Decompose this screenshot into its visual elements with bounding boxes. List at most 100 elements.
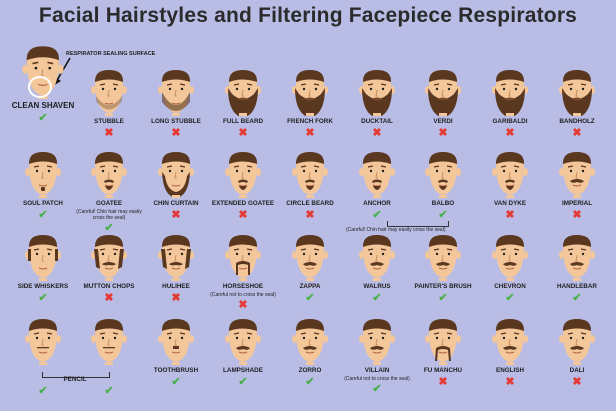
face-icon xyxy=(25,235,61,281)
hairstyle-name: HANDLEBAR xyxy=(557,283,597,290)
check-icon: ✔ xyxy=(305,376,315,388)
hairstyle-name: MUTTON CHOPS xyxy=(83,283,135,290)
face-icon xyxy=(359,235,395,281)
hairstyle-card: HULIHEE ✖ xyxy=(141,233,211,313)
face xyxy=(358,317,396,370)
x-icon: ✖ xyxy=(171,127,181,139)
face xyxy=(224,150,262,203)
hairstyle-name: ENGLISH xyxy=(496,367,524,374)
face-icon xyxy=(425,319,461,365)
face-icon xyxy=(359,70,395,118)
anchor-balbo-bracket xyxy=(387,221,449,227)
face-icon xyxy=(559,319,595,365)
x-icon: ✖ xyxy=(572,127,582,139)
hairstyle-card: ✔ xyxy=(8,317,78,397)
face-icon xyxy=(359,152,395,198)
face-icon xyxy=(25,319,61,365)
hairstyle-card: DALI ✖ xyxy=(542,317,612,397)
hairstyle-card: EXTENDED GOATEE ✖ xyxy=(208,150,278,230)
face-icon xyxy=(292,70,328,118)
hairstyle-name: ZORRO xyxy=(298,367,322,374)
face xyxy=(558,68,596,121)
face-icon xyxy=(158,152,194,198)
face-icon xyxy=(559,152,595,198)
respirator-sealing-surface-label: RESPIRATOR SEALING SURFACE xyxy=(66,51,156,57)
face xyxy=(358,233,396,286)
face-icon xyxy=(91,235,127,281)
x-icon: ✖ xyxy=(104,127,114,139)
face xyxy=(291,233,329,286)
hairstyle-name: SIDE WHISKERS xyxy=(17,283,69,290)
hairstyle-name: STUBBLE xyxy=(94,118,124,125)
face xyxy=(224,317,262,370)
hairstyle-card: CIRCLE BEARD ✖ xyxy=(275,150,345,230)
face xyxy=(491,68,529,121)
hairstyle-card: PAINTER'S BRUSH ✔ xyxy=(408,233,478,313)
hairstyle-card: CHEVRON ✔ xyxy=(475,233,545,313)
face-icon xyxy=(91,319,127,365)
face xyxy=(157,317,195,370)
hairstyle-name: TOOTHBRUSH xyxy=(153,367,199,374)
face-icon xyxy=(225,235,261,281)
check-icon: ✔ xyxy=(438,209,448,221)
face xyxy=(291,68,329,121)
hairstyle-name: WALRUS xyxy=(363,283,391,290)
face-icon xyxy=(559,70,595,118)
hairstyle-card: WALRUS ✔ xyxy=(342,233,412,313)
x-icon: ✖ xyxy=(171,209,181,221)
check-icon: ✔ xyxy=(38,112,48,124)
face xyxy=(24,317,62,370)
hairstyle-card: MUTTON CHOPS ✖ xyxy=(74,233,144,313)
face-icon xyxy=(425,152,461,198)
face-icon xyxy=(292,152,328,198)
check-icon: ✔ xyxy=(372,383,382,395)
hairstyle-card: GOATEE (Careful! Chin hair may easily cro… xyxy=(74,150,144,234)
face xyxy=(224,68,262,121)
face xyxy=(558,233,596,286)
check-icon: ✔ xyxy=(38,385,48,397)
face xyxy=(90,233,128,286)
hairstyle-card: BALBO ✔ xyxy=(408,150,478,230)
pencil-bracket xyxy=(42,372,110,378)
face xyxy=(491,150,529,203)
hairstyle-name: VAN DYKE xyxy=(493,200,527,207)
face-icon xyxy=(492,70,528,118)
face-icon xyxy=(292,319,328,365)
hairstyle-card: VILLAIN (Careful not to cross the seal) ✔ xyxy=(342,317,412,397)
hairstyle-name: SOUL PATCH xyxy=(23,200,63,207)
hairstyle-card: CHIN CURTAIN ✖ xyxy=(141,150,211,230)
face xyxy=(291,150,329,203)
face-icon xyxy=(425,235,461,281)
pencil-label: PENCIL xyxy=(63,376,87,383)
check-icon: ✔ xyxy=(38,292,48,304)
face-icon xyxy=(492,235,528,281)
hairstyle-card: FULL BEARD ✖ xyxy=(208,68,278,148)
hairstyle-name: VILLAIN xyxy=(364,367,390,374)
face-icon xyxy=(559,235,595,281)
check-icon: ✔ xyxy=(305,292,315,304)
x-icon: ✖ xyxy=(238,127,248,139)
hairstyle-name: LAMPSHADE xyxy=(223,367,263,374)
face xyxy=(491,317,529,370)
face-icon xyxy=(158,319,194,365)
x-icon: ✖ xyxy=(438,127,448,139)
face xyxy=(558,150,596,203)
hairstyle-name: DUCKTAIL xyxy=(361,118,393,125)
face-icon xyxy=(91,152,127,198)
hairstyle-note: (Careful! Chin hair may easily cross the… xyxy=(76,209,142,221)
check-icon: ✔ xyxy=(104,222,114,234)
face xyxy=(90,150,128,203)
hairstyle-card: HORSESHOE (Careful not to cross the seal)… xyxy=(208,233,278,313)
hairstyle-name: ANCHOR xyxy=(363,200,391,207)
hairstyle-card: ENGLISH ✖ xyxy=(475,317,545,397)
face-icon xyxy=(91,70,127,116)
hairstyle-card: DUCKTAIL ✖ xyxy=(342,68,412,148)
respirator-outline xyxy=(28,76,52,98)
face xyxy=(24,233,62,286)
face-icon xyxy=(492,152,528,198)
hairstyle-name: CLEAN SHAVEN xyxy=(11,101,75,110)
hairstyle-name: CHEVRON xyxy=(494,283,526,290)
x-icon: ✖ xyxy=(505,209,515,221)
x-icon: ✖ xyxy=(238,299,248,311)
x-icon: ✖ xyxy=(572,376,582,388)
